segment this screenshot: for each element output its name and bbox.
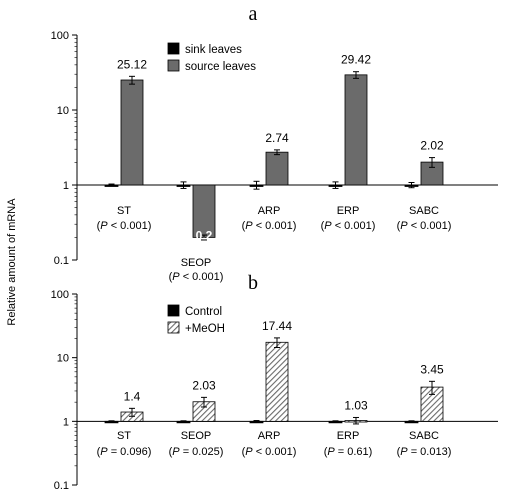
p-value-label: (P < 0.001) <box>321 220 376 232</box>
data-label: 3.45 <box>420 362 444 376</box>
y-tick-label: 100 <box>51 30 69 42</box>
p-value-label: (P < 0.001) <box>397 220 452 232</box>
y-tick-label: 100 <box>51 289 69 301</box>
data-label: 2.74 <box>265 131 289 145</box>
category-label: ARP <box>258 430 281 442</box>
bar--meoh <box>265 341 289 422</box>
y-tick-label: 10 <box>57 105 69 117</box>
legend-label: +MeOH <box>185 323 225 335</box>
p-value-label: (P = 0.013) <box>397 446 452 458</box>
p-value-label: (P < 0.001) <box>169 271 224 283</box>
data-label: 1.4 <box>124 389 141 403</box>
data-label: 25.12 <box>117 57 147 71</box>
category-label: ST <box>117 430 131 442</box>
data-label: 0.2 <box>196 228 213 242</box>
panel-label: b <box>248 272 258 294</box>
y-tick-label: 1 <box>63 180 69 192</box>
category-label: SEOP <box>181 257 212 269</box>
p-value-label: (P < 0.001) <box>242 446 297 458</box>
category-label: ST <box>117 205 131 217</box>
data-label: 2.03 <box>192 378 216 392</box>
category-label: SEOP <box>181 430 212 442</box>
p-value-label: (P < 0.001) <box>97 220 152 232</box>
category-label: ERP <box>337 430 360 442</box>
p-value-label: (P = 0.025) <box>169 446 224 458</box>
p-value-label: (P = 0.61) <box>324 446 373 458</box>
legend-swatch <box>167 42 180 55</box>
category-label: ERP <box>337 205 360 217</box>
y-tick-label: 0.1 <box>54 255 69 267</box>
panel-label: a <box>249 3 258 25</box>
legend-swatch <box>167 321 180 334</box>
category-label: SABC <box>409 205 439 217</box>
bar-source-leaves <box>120 79 144 186</box>
legend-label: Control <box>185 306 222 318</box>
panel-a: a 0.1 1 10 100 25.12 ST (P < 0.001) 0.2 SEOP (P < … <box>51 3 498 283</box>
data-label: 29.42 <box>341 53 371 67</box>
legend-swatch <box>167 59 180 72</box>
bar-source-leaves <box>265 151 289 186</box>
legend-swatch <box>167 304 180 317</box>
bar-source-leaves <box>344 74 368 186</box>
y-tick-label: 0.1 <box>54 480 69 492</box>
p-value-label: (P < 0.001) <box>242 220 297 232</box>
category-label: ARP <box>258 205 281 217</box>
y-tick-label: 1 <box>63 416 69 428</box>
data-label: 1.03 <box>344 398 368 412</box>
data-label: 2.02 <box>420 139 444 153</box>
panel-b: b 0.1 1 10 100 1.4 ST (P = 0.096) 2.03 SEOP (P = 0… <box>51 272 498 492</box>
p-value-label: (P = 0.096) <box>97 446 152 458</box>
legend-label: sink leaves <box>185 44 242 56</box>
category-label: SABC <box>409 430 439 442</box>
data-label: 17.44 <box>262 319 292 333</box>
y-tick-label: 10 <box>57 353 69 365</box>
legend-label: source leaves <box>185 61 256 73</box>
y-axis-label: Relative amount of mRNA <box>6 198 18 326</box>
